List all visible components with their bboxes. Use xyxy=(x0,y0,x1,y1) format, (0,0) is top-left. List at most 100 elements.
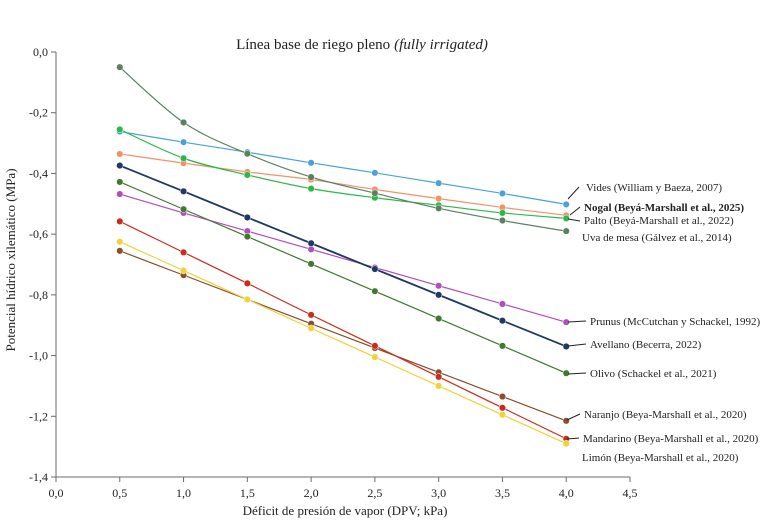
data-point xyxy=(371,353,379,361)
data-point xyxy=(562,369,570,377)
x-tick-label: 3,0 xyxy=(431,486,446,500)
data-point xyxy=(180,205,188,213)
data-point xyxy=(243,213,251,221)
data-point xyxy=(435,282,443,290)
data-point xyxy=(498,300,506,308)
data-point xyxy=(180,154,188,162)
y-tick-label: -0,8 xyxy=(29,288,48,302)
data-point xyxy=(180,267,188,275)
series-line xyxy=(119,130,567,205)
y-tick-label: -1,4 xyxy=(29,470,48,484)
data-point xyxy=(371,342,379,350)
data-point xyxy=(498,216,506,225)
data-point xyxy=(562,227,570,235)
series-line xyxy=(119,181,567,374)
data-point xyxy=(562,440,570,448)
series-line xyxy=(119,241,567,445)
chart-title-italic: (fully irrigated) xyxy=(394,37,488,53)
x-tick-label: 1,0 xyxy=(176,486,191,500)
data-point xyxy=(498,411,506,419)
label-leader-line xyxy=(567,186,580,200)
data-point xyxy=(307,239,315,247)
data-point xyxy=(116,190,124,198)
y-tick-label: -0,4 xyxy=(29,166,48,180)
data-point xyxy=(307,324,315,332)
label-leader-line xyxy=(567,343,587,347)
data-point xyxy=(435,314,443,323)
series-label: Nogal (Beyá-Marshall et al., 2025) xyxy=(584,202,744,214)
series-line xyxy=(119,220,567,440)
data-point xyxy=(371,189,379,197)
data-point xyxy=(498,393,506,401)
data-point xyxy=(307,173,315,181)
data-point xyxy=(243,171,251,179)
data-point xyxy=(116,125,124,133)
data-point xyxy=(116,63,124,71)
chart-title-group: Línea base de riego pleno (fully irrigate… xyxy=(236,37,488,53)
data-point xyxy=(562,342,570,351)
data-point xyxy=(307,159,315,167)
data-point xyxy=(498,342,506,350)
x-tick-label: 2,0 xyxy=(304,486,319,500)
data-point xyxy=(371,287,379,295)
data-point xyxy=(562,417,570,425)
y-tick-label: -0,2 xyxy=(29,106,48,120)
x-tick-label: 4,0 xyxy=(559,486,574,500)
y-tick-labels: 0,0 -0,2 -0,4 -0,6 -0,8 -1,0 -1,2 -1,4 xyxy=(29,45,56,484)
data-point xyxy=(435,291,443,299)
data-point xyxy=(116,178,124,186)
label-leader-line xyxy=(567,218,581,222)
series-label: Naranjo (Beya-Marshall et al., 2020) xyxy=(584,409,747,421)
series-points xyxy=(116,63,570,448)
data-point xyxy=(498,209,506,217)
data-point xyxy=(180,187,188,195)
series-label: Palto (Beyá-Marshall et al., 2022) xyxy=(584,215,734,227)
data-point xyxy=(307,260,315,268)
data-point xyxy=(562,214,570,222)
data-point xyxy=(435,373,443,381)
y-tick-label: 0,0 xyxy=(33,45,48,59)
y-axis-title: Potencial hídrico xilemático (MPa) xyxy=(3,168,18,351)
label-leader-line xyxy=(566,437,580,440)
series-label: Avellano (Becerra, 2022) xyxy=(590,339,702,351)
data-point xyxy=(180,138,188,146)
series-label: Mandarino (Beya-Marshall et al., 2020) xyxy=(583,433,759,445)
y-tick-label: -0,6 xyxy=(29,227,48,241)
data-point xyxy=(307,245,315,253)
axes xyxy=(55,52,630,478)
y-tick-label: -1,2 xyxy=(29,409,48,423)
series-line xyxy=(119,164,567,348)
data-point xyxy=(435,204,443,212)
x-tick-label: 0,5 xyxy=(112,486,127,500)
data-point xyxy=(243,295,251,303)
y-tick-label: -1,0 xyxy=(29,349,48,363)
series-line xyxy=(119,250,567,422)
data-point xyxy=(243,233,251,241)
data-point xyxy=(371,265,379,273)
data-point xyxy=(116,247,124,255)
data-point xyxy=(562,200,570,208)
x-tick-label: 2,5 xyxy=(367,486,382,500)
data-point xyxy=(180,118,188,126)
data-point xyxy=(307,185,315,193)
data-point xyxy=(498,189,506,198)
data-point xyxy=(116,150,124,158)
data-point xyxy=(498,317,506,325)
data-point xyxy=(243,279,251,287)
series-label: Limón (Beya-Marshall et al., 2020) xyxy=(582,452,739,464)
label-leader-line xyxy=(566,413,581,421)
data-point xyxy=(116,217,124,225)
label-leader-line xyxy=(567,320,587,323)
data-point xyxy=(498,404,506,412)
series-line xyxy=(119,128,567,219)
label-leader-line xyxy=(569,206,581,216)
x-tick-label: 4,5 xyxy=(623,486,638,500)
data-point xyxy=(243,150,251,158)
x-tick-labels: 0,0 0,5 1,0 1,5 2,0 2,5 3,0 3,5 4,0 4,5 xyxy=(49,477,638,500)
x-axis-title: Déficit de presión de vapor (DPV; kPa) xyxy=(243,503,448,518)
series-labels: Vides (William y Baeza, 2007) Nogal (Beyá… xyxy=(566,182,760,464)
data-point xyxy=(371,169,379,177)
data-point xyxy=(435,382,443,390)
series-label: Vides (William y Baeza, 2007) xyxy=(586,182,722,194)
